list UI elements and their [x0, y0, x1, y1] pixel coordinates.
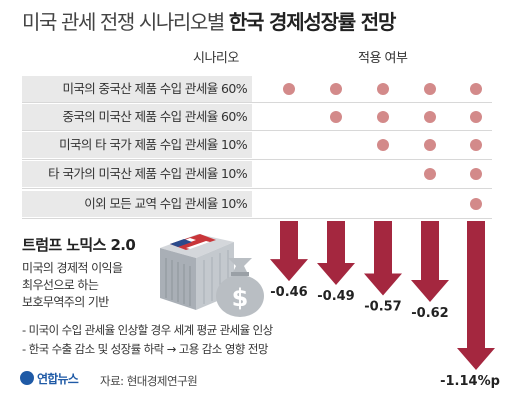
title-part1: 미국 관세 전쟁 시나리오별 — [22, 10, 229, 34]
box-description: 미국의 경제적 이익을 최우선으로 하는 보호무역주의 기반 — [22, 260, 123, 311]
yonhap-logo: 연합뉴스 — [20, 370, 96, 388]
applied-dot — [470, 83, 482, 95]
scenario-row-5: 이외 모든 교역 수입 관세율 10% — [22, 191, 252, 217]
applied-dot — [330, 83, 342, 95]
us-flag-icon — [170, 234, 216, 250]
arrow-bar — [457, 221, 495, 370]
applied-dot — [377, 139, 389, 151]
applied-dot — [424, 83, 436, 95]
applied-dot — [470, 139, 482, 151]
box-desc-line: 보호무역주의 기반 — [22, 295, 109, 309]
applied-dot — [470, 168, 482, 180]
applied-dot — [377, 111, 389, 123]
box-title: 트럼프 노믹스 2.0 — [22, 236, 136, 254]
note-line: - 한국 수출 감소 및 성장률 하락 → 고용 감소 영향 전망 — [22, 342, 268, 356]
applied-dot — [424, 111, 436, 123]
logo-text: 연합뉴스 — [37, 372, 79, 386]
applied-dot — [424, 168, 436, 180]
scenario-row-2: 중국의 미국산 제품 수입 관세율 60% — [22, 104, 252, 130]
value-label: -0.57 — [364, 300, 401, 315]
row-divider — [22, 102, 492, 103]
box-desc-line: 최우선으로 하는 — [22, 278, 99, 292]
applied-dot — [424, 139, 436, 151]
box-desc-line: 미국의 경제적 이익을 — [22, 261, 123, 275]
row-divider — [22, 130, 492, 131]
page-title: 미국 관세 전쟁 시나리오별 한국 경제성장률 전망 — [22, 6, 502, 35]
scenario-row-1: 미국의 중국산 제품 수입 관세율 60% — [22, 76, 252, 102]
scenario-row-4: 타 국가의 미국산 제품 수입 관세율 10% — [22, 161, 252, 187]
row-divider — [22, 218, 492, 219]
source-text: 자료: 현대경제연구원 — [100, 374, 198, 388]
arrow-bar — [317, 221, 355, 286]
arrow-bar — [364, 221, 402, 296]
value-label: -0.62 — [411, 306, 448, 321]
title-part2: 한국 경제성장률 전망 — [228, 10, 397, 34]
value-label: -0.49 — [317, 289, 354, 304]
scenario-row-3: 미국의 타 국가 제품 수입 관세율 10% — [22, 132, 252, 158]
applied-dot — [470, 111, 482, 123]
value-label: -1.14%p — [440, 374, 500, 389]
applied-dot — [470, 198, 482, 210]
arrow-bar — [270, 221, 308, 282]
row-divider — [22, 159, 492, 160]
applied-dot — [283, 83, 295, 95]
applied-header: 적용 여부 — [358, 51, 408, 66]
svg-text:$: $ — [232, 284, 249, 312]
scenario-header: 시나리오 — [193, 51, 239, 66]
note-line: - 미국이 수입 관세율 인상할 경우 세계 평균 관세율 인상 — [22, 323, 273, 337]
applied-dot — [330, 111, 342, 123]
arrow-bar — [411, 221, 449, 303]
applied-dot — [377, 83, 389, 95]
value-label: -0.46 — [270, 285, 307, 300]
money-bag-icon: $ — [216, 258, 264, 317]
row-divider — [22, 188, 492, 189]
